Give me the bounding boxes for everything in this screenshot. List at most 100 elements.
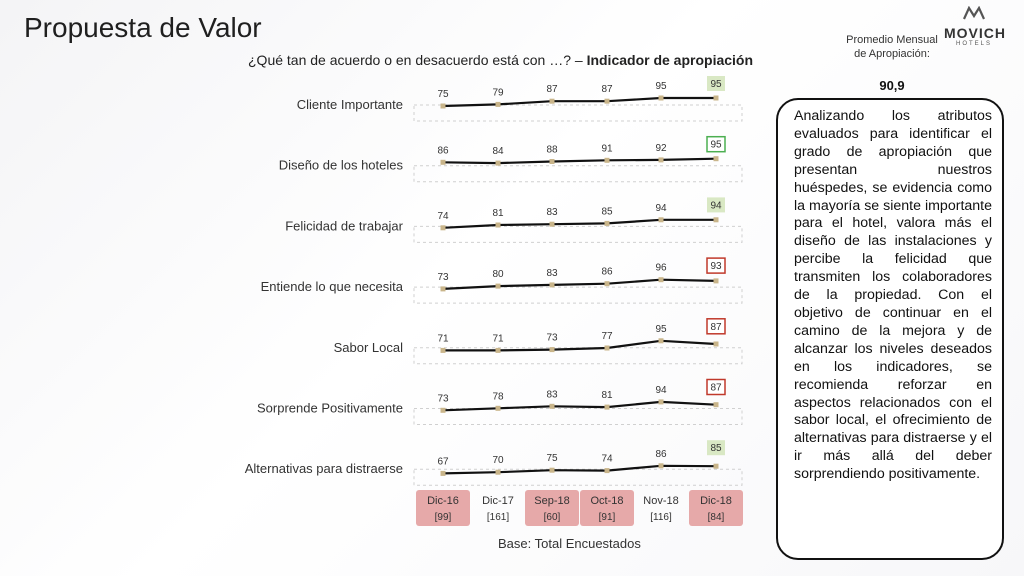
row-dashed-box: [413, 408, 743, 425]
subtitle-prefix: ¿Qué tan de acuerdo o en desacuerdo está…: [248, 52, 587, 68]
data-point: [658, 217, 664, 223]
data-label: 86: [437, 145, 449, 156]
period-label: Dic-18: [700, 495, 732, 507]
row-dashed-box: [413, 165, 743, 183]
data-label: 79: [492, 87, 504, 98]
data-label: 75: [437, 89, 449, 100]
series-line: [442, 278, 717, 290]
period-n: [91]: [599, 512, 616, 523]
data-label: 81: [492, 208, 504, 219]
data-point: [713, 95, 719, 101]
data-point: [440, 407, 446, 413]
data-point: [604, 345, 610, 351]
data-label: 88: [546, 145, 558, 156]
promedio-value: 90,9: [879, 78, 905, 93]
data-point: [604, 468, 610, 474]
data-label: 85: [710, 443, 722, 454]
data-point: [495, 347, 501, 353]
data-point: [658, 338, 664, 344]
row-dashed-box: [413, 225, 743, 243]
data-label: 67: [437, 456, 449, 467]
data-label: 87: [710, 383, 722, 394]
data-point: [549, 282, 555, 288]
series-line: [442, 218, 716, 229]
analysis-box: Analizando los atributos evaluados para …: [776, 98, 1004, 560]
data-point: [440, 225, 446, 231]
data-label: 87: [546, 84, 558, 95]
period-n: [84]: [708, 512, 725, 523]
period-highlight: [525, 490, 579, 526]
data-point: [440, 347, 446, 353]
row-dashed-box: [413, 286, 743, 304]
data-label: 70: [492, 455, 504, 466]
data-label: 83: [546, 268, 558, 279]
period-label: Oct-18: [590, 495, 623, 507]
data-label: 93: [710, 261, 722, 272]
series-line: [442, 400, 717, 412]
data-label: 74: [601, 454, 613, 465]
highlight-box: [706, 257, 726, 274]
movich-logo: MOVICH HOTELS: [944, 5, 1005, 47]
data-point: [713, 341, 719, 347]
row-label: Diseño de los hoteles: [279, 158, 404, 173]
data-point: [495, 469, 501, 475]
data-label: 84: [492, 146, 504, 157]
data-point: [495, 101, 501, 107]
data-point: [495, 222, 501, 228]
row-dashed-box: [413, 104, 743, 122]
data-label: 83: [546, 389, 558, 400]
period-highlight: [416, 490, 470, 526]
data-label: 95: [710, 140, 722, 151]
row-dashed-box: [413, 468, 743, 486]
highlight-box: [706, 378, 726, 396]
data-label: 80: [492, 269, 504, 280]
row-label: Sorprende Positivamente: [257, 401, 403, 416]
data-label: 94: [655, 203, 667, 214]
data-point: [604, 404, 610, 410]
data-label: 85: [601, 206, 613, 217]
data-point: [549, 347, 555, 353]
series-line: [442, 464, 717, 475]
data-point: [713, 402, 719, 408]
highlight-box: [707, 440, 725, 456]
data-point: [604, 157, 610, 163]
promedio-label: Promedio Mensual de Apropiación:: [846, 34, 938, 60]
data-label: 81: [601, 390, 613, 401]
period-label: Dic-17: [482, 495, 514, 507]
data-point: [440, 159, 446, 165]
data-point: [658, 399, 664, 405]
data-point: [713, 463, 719, 469]
data-label: 92: [655, 143, 667, 154]
data-point: [604, 220, 610, 226]
period-highlight: [689, 490, 743, 526]
data-point: [713, 156, 719, 162]
base-label: Base: Total Encuestados: [498, 536, 641, 551]
subtitle-bold: Indicador de apropiación: [586, 52, 754, 68]
row-label: Alternativas para distraerse: [245, 461, 403, 476]
data-label: 78: [492, 391, 504, 402]
period-n: [116]: [650, 512, 672, 523]
data-label: 95: [710, 79, 722, 90]
data-point: [658, 463, 664, 469]
data-label: 77: [601, 331, 613, 342]
analysis-text: Analizando los atributos evaluados para …: [794, 108, 992, 483]
data-label: 71: [492, 333, 504, 344]
row-label: Entiende lo que necesita: [261, 279, 404, 294]
data-point: [495, 405, 501, 411]
data-label: 91: [601, 143, 613, 154]
data-point: [549, 403, 555, 409]
data-label: 95: [655, 81, 667, 92]
data-label: 75: [546, 453, 558, 464]
logo-mark-icon: [962, 5, 986, 20]
logo-sub: HOTELS: [955, 41, 992, 47]
data-point: [658, 157, 664, 163]
data-label: 73: [437, 272, 449, 283]
data-label: 95: [655, 324, 667, 335]
series-line: [442, 96, 716, 108]
period-label: Nov-18: [643, 495, 678, 507]
period-label: Dic-16: [427, 495, 459, 507]
data-point: [549, 467, 555, 473]
period-n: [161]: [487, 512, 509, 523]
data-label: 83: [546, 207, 558, 218]
